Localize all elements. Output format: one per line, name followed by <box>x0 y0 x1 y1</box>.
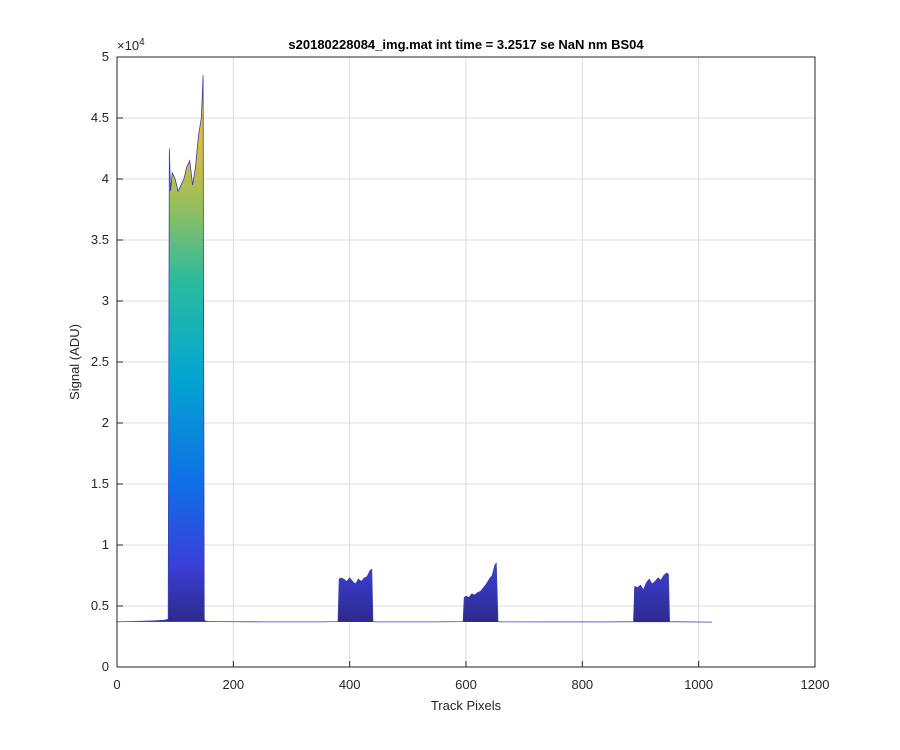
grid-lines <box>117 57 815 667</box>
plot-area <box>116 75 713 623</box>
x-tick-label: 1200 <box>801 677 830 692</box>
x-tick-label: 600 <box>455 677 477 692</box>
x-tick-label: 200 <box>222 677 244 692</box>
x-tick-label: 0 <box>113 677 120 692</box>
y-tick-label: 4.5 <box>91 110 109 125</box>
y-tick-label: 4 <box>102 171 109 186</box>
x-axis: 0 200 400 600 800 1000 1200 <box>113 661 829 692</box>
signal-area <box>117 75 713 623</box>
x-tick-label: 400 <box>339 677 361 692</box>
y-axis: 0 0.5 1 1.5 2 2.5 3 3.5 4 4.5 5 <box>91 49 123 674</box>
y-tick-label: 0.5 <box>91 598 109 613</box>
x-tick-label: 1000 <box>684 677 713 692</box>
x-axis-label: Track Pixels <box>431 698 502 713</box>
y-tick-label: 5 <box>102 49 109 64</box>
y-exponent-power: 4 <box>139 37 145 48</box>
x-tick-label: 800 <box>571 677 593 692</box>
y-tick-label: 3 <box>102 293 109 308</box>
y-tick-label: 1 <box>102 537 109 552</box>
chart-title: s20180228084_img.mat int time = 3.2517 s… <box>288 37 644 52</box>
y-tick-label: 1.5 <box>91 476 109 491</box>
y-tick-label: 2.5 <box>91 354 109 369</box>
y-exponent-label: ×104 <box>117 37 145 53</box>
y-tick-label: 2 <box>102 415 109 430</box>
y-tick-label: 0 <box>102 659 109 674</box>
y-exponent-base: ×10 <box>117 38 139 53</box>
y-tick-label: 3.5 <box>91 232 109 247</box>
signal-line <box>116 75 713 623</box>
y-axis-label: Signal (ADU) <box>67 324 82 400</box>
